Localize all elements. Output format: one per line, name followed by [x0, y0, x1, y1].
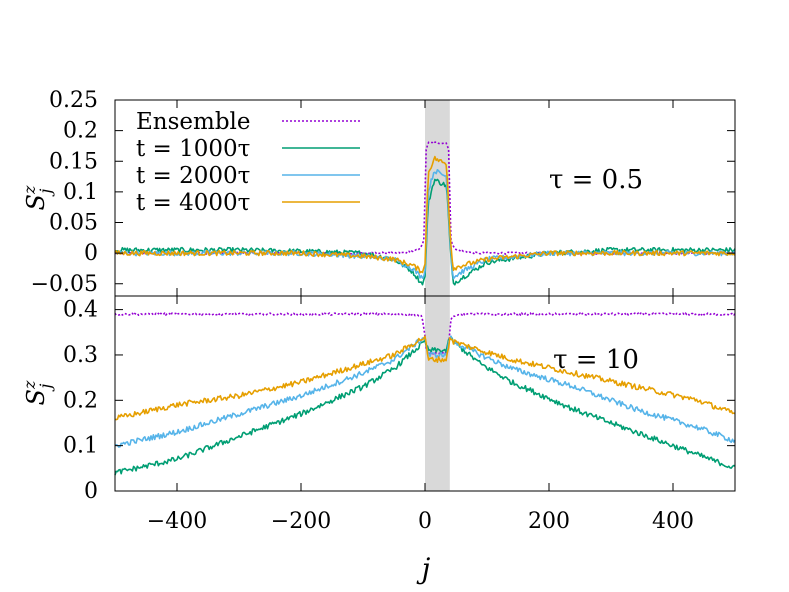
y-tick-label: 0.1 — [63, 180, 98, 205]
bottom-panel: 0 0.1 0.2 0.3 0.4 τ = 10 Szj — [20, 295, 736, 504]
series-t1000-top — [114, 178, 736, 286]
top-y-ticks: −0.05 0 0.05 0.1 0.15 0.2 0.25 — [31, 88, 735, 297]
x-tick-label: −200 — [271, 509, 331, 534]
bottom-annotation: τ = 10 — [553, 345, 639, 375]
y-tick-label: 0.2 — [63, 388, 98, 413]
y-tick-label: 0.25 — [49, 88, 98, 113]
top-panel: −0.05 0 0.05 0.1 0.15 0.2 0.25 τ = 0.5 Szj — [20, 88, 736, 297]
x-tick-label: 200 — [528, 509, 570, 534]
series-t4000-bot — [114, 335, 736, 421]
x-tick-label: −400 — [147, 509, 207, 534]
series-t4000-top — [114, 155, 736, 274]
y-tick-label: 0.05 — [49, 211, 98, 236]
top-annotation: τ = 0.5 — [549, 165, 643, 195]
x-tick-label: 400 — [652, 509, 694, 534]
bottom-shaded-region — [425, 296, 450, 491]
bottom-y-ticks: 0 0.1 0.2 0.3 0.4 — [63, 298, 735, 504]
y-tick-label: 0 — [84, 241, 98, 266]
y-tick-label: 0.4 — [63, 298, 98, 323]
legend-label-t1000: t = 1000τ — [136, 136, 250, 162]
y-tick-label: 0.3 — [63, 343, 98, 368]
bottom-series-group — [114, 312, 736, 476]
y-tick-label: 0 — [84, 479, 98, 504]
x-ticks: −400 −200 0 200 400 — [147, 100, 694, 534]
y-tick-label: −0.05 — [31, 272, 98, 297]
legend-label-t2000: t = 2000τ — [136, 163, 250, 189]
y-tick-label: 0.1 — [63, 434, 98, 459]
legend-label-ensemble: Ensemble — [136, 109, 251, 135]
y-tick-label: 0.15 — [49, 149, 98, 174]
top-shaded-region — [425, 100, 450, 296]
y-tick-label: 0.2 — [63, 119, 98, 144]
bottom-y-axis-label: Szj — [20, 380, 55, 405]
legend-label-t4000: t = 4000τ — [136, 190, 250, 216]
x-tick-label: 0 — [418, 509, 432, 534]
top-series-group — [114, 141, 736, 286]
top-y-axis-label: Szj — [20, 185, 55, 210]
